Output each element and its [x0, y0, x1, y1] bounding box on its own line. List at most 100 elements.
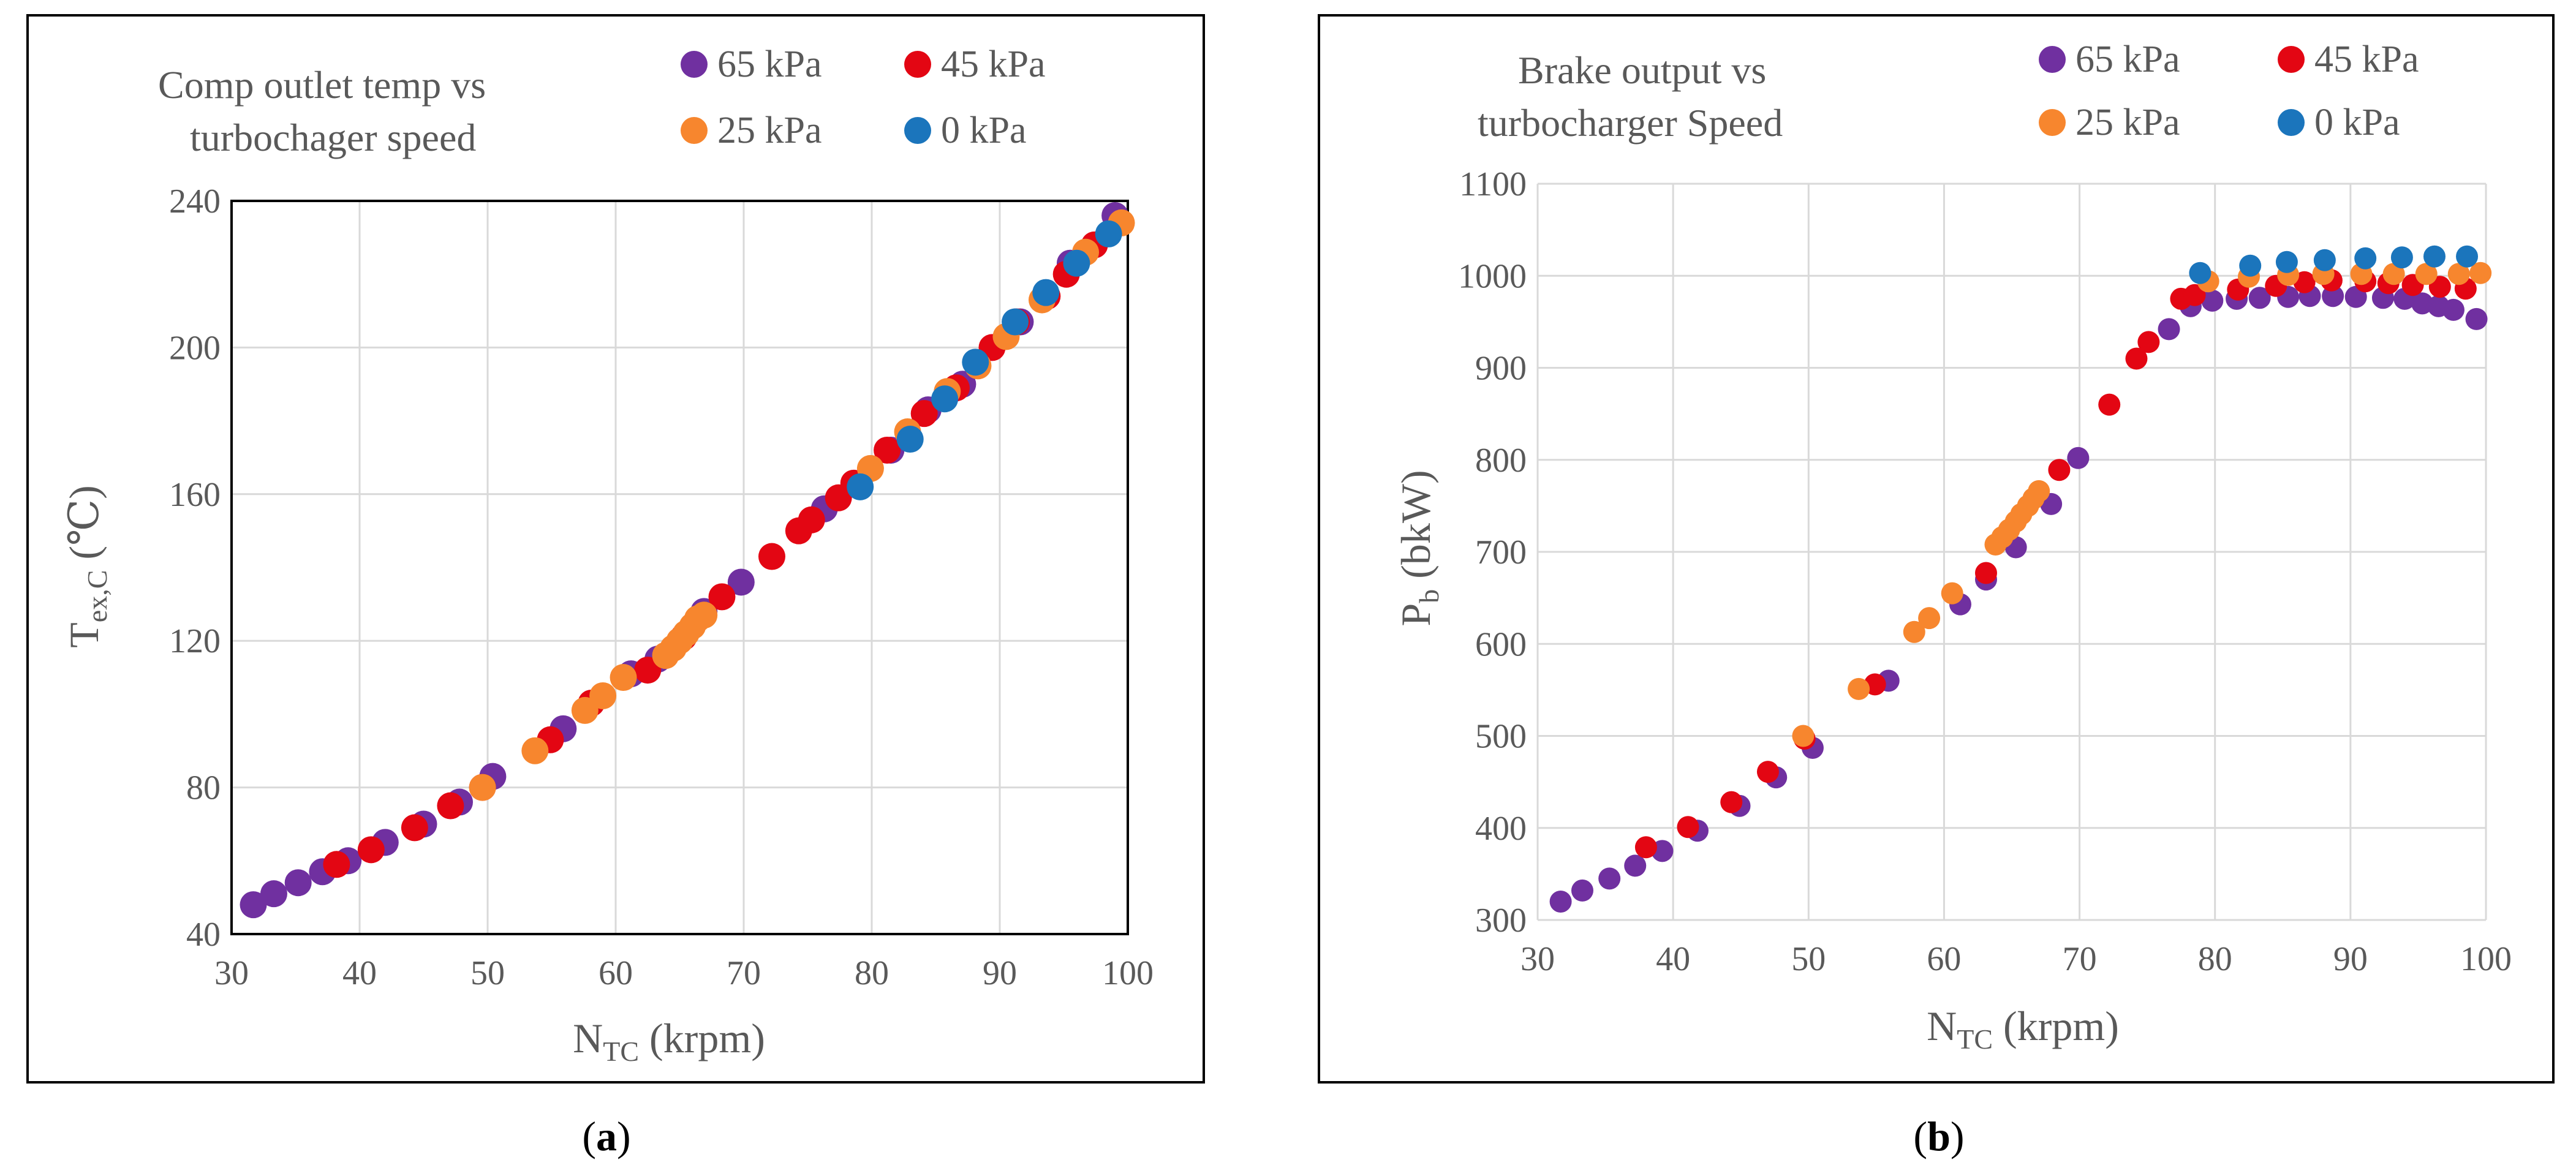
- panel-b-caption-letter: b: [1927, 1113, 1951, 1159]
- panel-a-point-0-kpa-6: [1063, 249, 1090, 277]
- panel-a-legend-marker-25-kpa: [681, 117, 708, 144]
- panel-b-x-tick-labels: 30 40 50 60 70 80 90 100: [1520, 940, 2512, 978]
- panel-b-y-tick-600: 600: [1475, 625, 1527, 663]
- panel-a-point-25-kpa-0: [469, 774, 496, 801]
- panel-a-legend-label-65-kpa: 65 kPa: [717, 43, 822, 85]
- panel-a-point-25-kpa-11: [690, 601, 718, 629]
- panel-b-point-65-kpa-19: [2248, 287, 2271, 309]
- panel-a-caption-close: ): [617, 1113, 631, 1159]
- panel-b-point-65-kpa-2: [1598, 867, 1621, 890]
- panel-b-chart-title-line2: turbocharger Speed: [1478, 101, 1783, 145]
- panel-a-caption: (a): [582, 1113, 630, 1159]
- panel-a-point-45-kpa-15: [874, 436, 901, 464]
- panel-b-legend: 65 kPa 45 kPa 25 kPa 0 kPa: [2039, 39, 2419, 143]
- panel-a-plot-border: [230, 200, 1129, 935]
- panel-a-y-label-main: T: [61, 622, 107, 648]
- panel-b-x-tick-90: 90: [2333, 940, 2368, 978]
- panel-a-y-axis-label: Tex,C (℃): [61, 485, 113, 648]
- panel-b-point-65-kpa-14: [2067, 447, 2090, 469]
- panel-a-point-0-kpa-0: [847, 473, 874, 500]
- panel-a-point-65-kpa-1: [260, 880, 287, 908]
- panel-b-legend-label-0-kpa: 0 kPa: [2314, 102, 2400, 143]
- panel-b-x-tick-60: 60: [1927, 940, 1961, 978]
- panel-b-point-25-kpa-2: [1903, 620, 1925, 643]
- panel-b-x-tick-50: 50: [1791, 940, 1826, 978]
- panel-b-point-45-kpa-6: [1974, 562, 1997, 584]
- panel-b-x-tick-100: 100: [2460, 940, 2512, 978]
- panel-b-point-25-kpa-1: [1848, 677, 1870, 700]
- panel-b-x-label-sub: TC: [1957, 1023, 1993, 1055]
- panel-a-legend-marker-45-kpa: [904, 51, 931, 78]
- panel-b-caption-close: ): [1951, 1113, 1965, 1159]
- panel-b-point-0-kpa-7: [2456, 245, 2479, 268]
- panel-a-point-0-kpa-2: [931, 385, 959, 413]
- panel-b-point-0-kpa-0: [2189, 262, 2212, 284]
- panel-b-point-65-kpa-0: [1549, 890, 1572, 913]
- panel-b-x-tick-40: 40: [1656, 940, 1690, 978]
- panel-b-point-45-kpa-2: [1720, 791, 1743, 813]
- panel-a-x-tick-90: 90: [983, 954, 1017, 992]
- panel-b-y-tick-900: 900: [1475, 350, 1527, 388]
- panel-a-x-axis-label: NTC (krpm): [573, 1015, 765, 1067]
- panel-a-point-0-kpa-7: [1095, 220, 1122, 247]
- panel-a-y-tick-240: 240: [169, 183, 221, 221]
- panel-a-y-tick-80: 80: [186, 769, 221, 807]
- panel-a-y-label-sub: ex,C: [81, 570, 113, 623]
- panel-b-point-0-kpa-2: [2275, 251, 2298, 273]
- panel-b-x-axis-label: NTC (krpm): [1927, 1003, 2119, 1055]
- panel-a-chart-title-line2: turbochager speed: [190, 116, 476, 159]
- panel-a-point-0-kpa-3: [962, 349, 989, 376]
- panel-a-point-45-kpa-10: [758, 543, 785, 570]
- panel-b-point-25-kpa-4: [1941, 582, 1963, 605]
- panel-a-point-45-kpa-1: [357, 836, 385, 864]
- panel-b-point-25-kpa-12: [2028, 480, 2050, 502]
- panel-b-x-tick-70: 70: [2063, 940, 2097, 978]
- panel-b-y-tick-1100: 1100: [1459, 165, 1527, 203]
- panel-b-x-label-rest: (krpm): [1993, 1003, 2119, 1049]
- panel-a-legend-label-45-kpa: 45 kPa: [941, 43, 1046, 85]
- panel-a-y-tick-120: 120: [169, 622, 221, 660]
- panel-b-point-25-kpa-0: [1792, 725, 1815, 747]
- panel-a-caption-letter: a: [596, 1113, 617, 1159]
- panel-a-point-65-kpa-0: [240, 891, 267, 919]
- panel-a-point-45-kpa-9: [708, 583, 736, 611]
- panel-a-x-label-rest: (krpm): [639, 1015, 765, 1061]
- panel-a-point-45-kpa-16: [910, 400, 938, 428]
- panel-a-y-tick-200: 200: [169, 329, 221, 367]
- panel-a-x-tick-50: 50: [470, 954, 505, 992]
- panel-b-legend-label-25-kpa: 25 kPa: [2076, 102, 2180, 143]
- panel-b-y-tick-700: 700: [1475, 533, 1527, 571]
- panel-b-point-0-kpa-6: [2423, 245, 2446, 268]
- panel-a-legend: 65 kPa 45 kPa 25 kPa 0 kPa: [681, 43, 1046, 151]
- panel-b-point-65-kpa-15: [2158, 318, 2180, 341]
- panel-b-point-65-kpa-28: [2442, 298, 2465, 321]
- panel-b-legend-marker-45-kpa: [2278, 46, 2305, 73]
- panel-b-point-65-kpa-3: [1624, 854, 1647, 877]
- panel-b-caption: (b): [1913, 1113, 1964, 1159]
- panel-b-point-45-kpa-0: [1634, 836, 1657, 859]
- panel-b-point-25-kpa-19: [2415, 263, 2438, 285]
- panel-b-point-65-kpa-1: [1571, 879, 1593, 902]
- panel-a-point-25-kpa-1: [521, 737, 549, 764]
- panel-a-point-45-kpa-7: [634, 657, 662, 684]
- panel-b-y-tick-500: 500: [1475, 718, 1527, 756]
- panel-a-point-45-kpa-3: [437, 792, 464, 820]
- panel-b: Brake output vs turbocharger Speed 65 kP…: [1318, 14, 2555, 1084]
- panel-a-point-0-kpa-4: [1002, 308, 1029, 336]
- panel-b-y-label-rest: (bkW): [1392, 470, 1439, 589]
- panel-a-x-tick-labels: 30 40 50 60 70 80 90 100: [214, 954, 1154, 992]
- panel-a-x-tick-40: 40: [342, 954, 377, 992]
- panel-b-point-45-kpa-1: [1677, 816, 1699, 839]
- panel-a-point-45-kpa-2: [401, 814, 428, 842]
- panel-a-point-0-kpa-5: [1032, 279, 1060, 306]
- panel-a-point-25-kpa-3: [589, 682, 617, 709]
- panel-b-point-45-kpa-7: [2048, 459, 2071, 481]
- panel-b-legend-marker-0-kpa: [2278, 109, 2305, 136]
- panel-b-y-tick-1000: 1000: [1458, 257, 1527, 295]
- panel-b-legend-label-45-kpa: 45 kPa: [2314, 39, 2419, 80]
- panel-a: Comp outlet temp vs turbochager speed 65…: [26, 14, 1205, 1084]
- panel-b-point-25-kpa-3: [1918, 607, 1941, 630]
- panel-b-y-tick-400: 400: [1475, 810, 1527, 848]
- panel-a-y-tick-40: 40: [186, 916, 221, 954]
